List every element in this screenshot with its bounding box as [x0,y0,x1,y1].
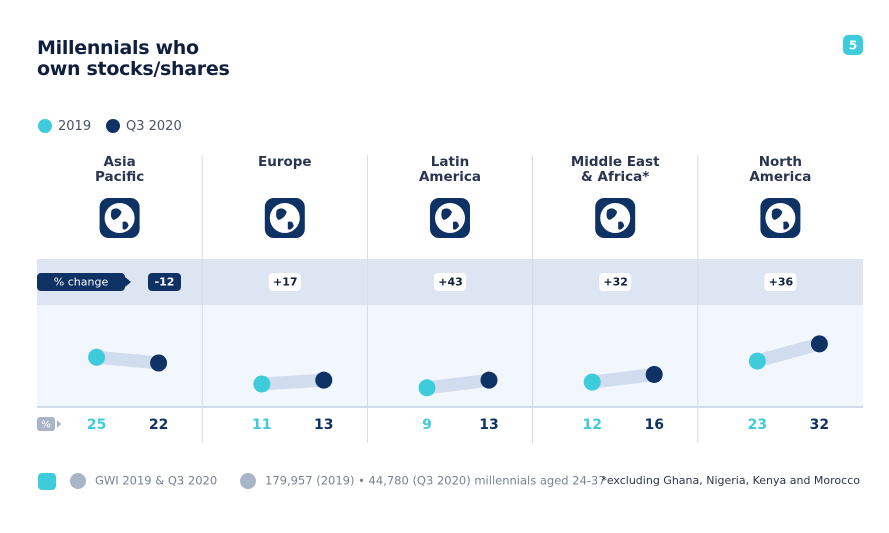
value-label: 23 [748,417,767,433]
connector [420,373,496,395]
value-label: 9 [422,417,432,433]
footnote: *excluding Ghana, Nigeria, Kenya and Mor… [601,474,860,487]
dot [418,379,436,397]
pct-label-arrow [57,420,61,428]
region-icon-globe [269,203,300,233]
page-number: 5 [849,39,857,53]
change-pill [148,273,181,291]
region-label: North America [749,154,812,185]
change-value: +43 [438,276,463,289]
region-icon-globe [104,203,135,233]
pct-label: % [41,420,51,431]
value-label: 11 [252,417,271,433]
value-label: 13 [314,417,333,433]
dot [150,354,168,372]
legend-marker [106,119,120,133]
value-label: 25 [87,417,106,433]
chart-icon [38,473,56,490]
dot [645,365,663,383]
region-icon-land [110,208,129,230]
change-label: % change [54,276,109,289]
region-label: Europe [258,154,312,170]
dot [315,371,333,389]
region-label: Middle East & Africa* [570,154,660,185]
region-icon-land [441,208,459,230]
change-pill [268,273,301,291]
region-icon-land [276,208,294,230]
change-label-pill [37,273,125,291]
legend-marker [38,119,52,133]
chart-title: Millennials who own stocks/shares [37,37,230,80]
region-icon-globe [435,203,465,233]
legend-label: 2019 [58,119,91,134]
value-label: 32 [810,417,829,433]
change-pill [434,273,466,291]
region-icon-land [606,208,625,230]
dot [583,373,601,391]
pct-label-pill [37,417,55,431]
region-label: Asia Pacific [94,154,145,185]
value-label: 16 [644,417,663,433]
region-icon-land [771,208,790,230]
dot [253,375,271,393]
sample: 179,957 (2019) • 44,780 (Q3 2020) millen… [265,474,606,488]
region-icon-globe [600,203,631,233]
value-label: 12 [582,417,601,433]
page-badge [843,35,863,55]
change-label-arrow [125,277,131,287]
connector [750,337,826,368]
dot [810,335,828,353]
dot [480,371,498,389]
dot [748,352,766,370]
connector [255,373,331,391]
value-label: 13 [479,417,498,433]
sample-icon [240,473,256,489]
connector [90,350,166,370]
change-value: -12 [155,276,175,289]
change-value: +17 [273,276,298,289]
value-label: 22 [149,417,168,433]
connector [585,367,661,389]
change-pill [599,273,632,291]
source-icon [70,473,86,489]
change-value: +36 [769,276,794,289]
region-label: Latin America [418,154,482,185]
legend-label: Q3 2020 [126,119,182,134]
change-pill [764,273,797,291]
region-icon-globe [765,203,796,233]
source: GWI 2019 & Q3 2020 [95,474,217,488]
change-value: +32 [603,276,628,289]
dot [88,348,106,366]
